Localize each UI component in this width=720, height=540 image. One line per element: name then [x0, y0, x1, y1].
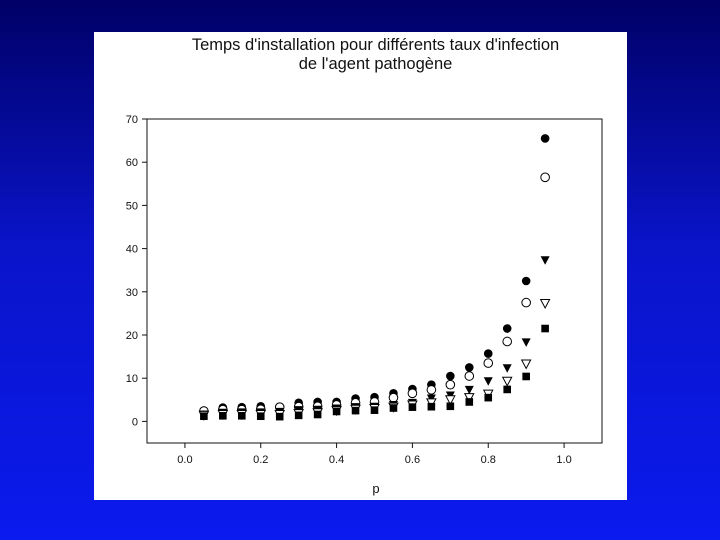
x-tick-label: 0.4 [329, 454, 344, 466]
chart-title-line-1: Temps d'installation pour différents tau… [191, 36, 560, 54]
x-axis: 0.0 0.2 0.4 0.6 0.8 1.0 [177, 443, 572, 466]
data-point-series-5 [294, 411, 303, 420]
data-point-series-4 [501, 376, 513, 387]
data-point-series-3 [502, 364, 512, 373]
chart-title-line-2: de l'agent pathogène [298, 55, 453, 73]
data-point-series-2 [502, 336, 513, 347]
chart-title: Temps d'installation pour différents tau… [94, 36, 657, 74]
data-point-series-5 [484, 393, 493, 402]
data-point-series-2 [464, 371, 475, 381]
data-point-series-5 [351, 406, 360, 415]
x-tick-label: 1.0 [556, 454, 571, 466]
x-tick-label: 0.6 [405, 454, 420, 466]
chart-panel: Temps d'installation pour différents tau… [94, 32, 627, 500]
data-point-series-4 [463, 393, 475, 404]
data-point-series-3 [540, 256, 550, 265]
data-point-series-5 [427, 402, 436, 411]
x-tick-label: 0.2 [253, 454, 268, 466]
data-point-series-5 [522, 372, 530, 381]
data-point-series-5 [541, 324, 549, 333]
data-point-series-5 [465, 398, 474, 406]
data-point-series-2 [540, 172, 550, 183]
data-point-series-1 [540, 134, 550, 143]
data-point-series-5 [275, 412, 284, 421]
x-tick-label: 0.8 [481, 454, 496, 466]
y-tick-label: 50 [126, 200, 138, 212]
data-point-series-5 [219, 411, 227, 420]
data-point-series-5 [200, 412, 208, 421]
data-point-series-4 [445, 395, 456, 406]
data-point-series-3 [483, 377, 493, 386]
data-point-series-5 [237, 411, 246, 420]
y-tick-label: 40 [126, 244, 138, 256]
data-point-series-2 [521, 297, 531, 308]
x-axis-label: p [372, 481, 379, 496]
data-point-series-5 [446, 402, 455, 411]
y-axis: 0 10 20 30 40 50 60 70 [126, 114, 147, 428]
data-point-series-5 [313, 410, 322, 419]
data-point-series-5 [389, 404, 398, 412]
data-point-series-3 [464, 385, 474, 395]
x-tick-label: 0.0 [177, 454, 192, 466]
data-point-series-2 [483, 358, 494, 368]
data-point-series-5 [332, 407, 341, 416]
data-point-series-2 [426, 385, 437, 395]
data-point-series-5 [408, 403, 417, 411]
y-tick-label: 0 [132, 416, 138, 428]
data-point-series-1 [483, 349, 493, 358]
data-point-series-3 [521, 338, 531, 347]
data-point-series-1 [502, 324, 512, 333]
data-point-series-4 [539, 298, 551, 310]
plot-frame [146, 118, 603, 444]
y-tick-label: 10 [126, 373, 138, 385]
y-tick-label: 30 [126, 287, 138, 299]
data-point-series-1 [446, 371, 455, 381]
y-tick-label: 70 [126, 114, 138, 126]
y-tick-label: 20 [126, 330, 138, 342]
data-point-series-4 [520, 359, 532, 370]
scatter-plot: 0.0 0.2 0.4 0.6 0.8 1.0 0 10 20 30 40 50 60 70 p [126, 114, 603, 496]
data-point-series-2 [445, 379, 456, 390]
data-point-series-2 [407, 388, 418, 399]
y-tick-label: 60 [126, 157, 138, 169]
data-point-series-5 [503, 385, 512, 394]
data-point-series-2 [388, 392, 399, 403]
data-point-series-5 [370, 406, 379, 414]
data-point-series-5 [256, 412, 265, 421]
data-points [198, 134, 551, 421]
data-point-series-1 [464, 363, 474, 372]
data-point-series-1 [521, 276, 531, 286]
